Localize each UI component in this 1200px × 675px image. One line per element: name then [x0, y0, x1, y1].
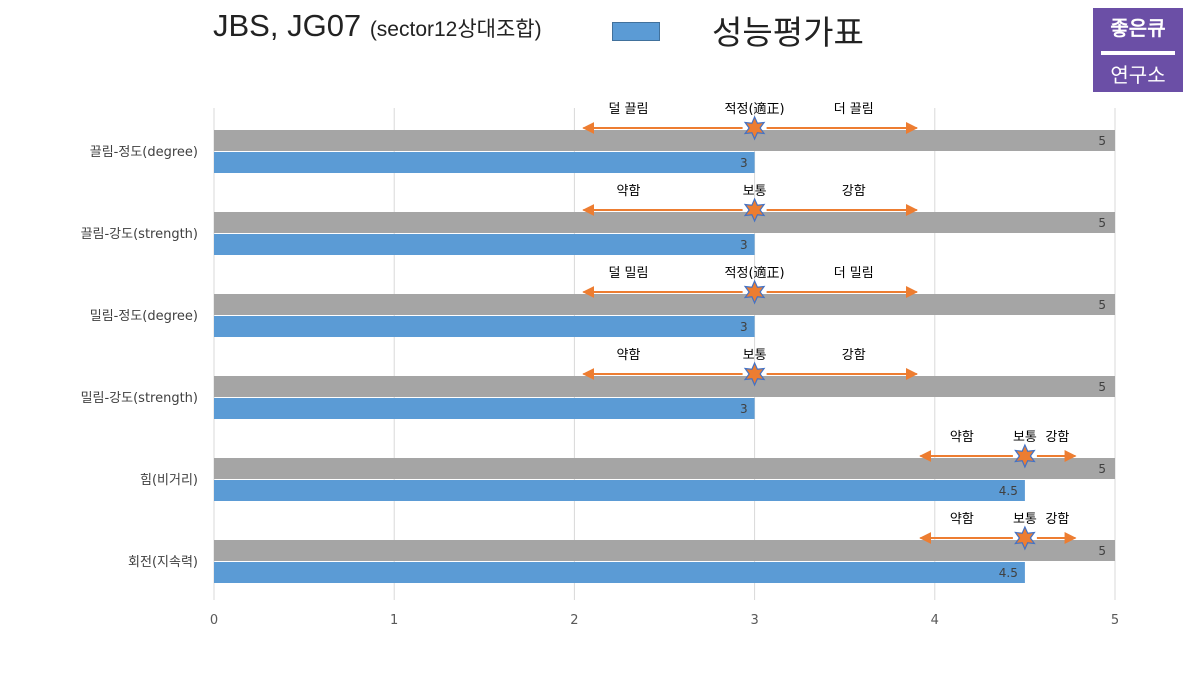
annotation-mid: 보통 [1013, 430, 1037, 445]
x-tick-label: 2 [570, 613, 578, 628]
logo-divider [1101, 51, 1175, 55]
annotation-mid: 적정(適正) [725, 101, 785, 117]
annotation-low: 약함 [616, 348, 640, 363]
title-subtitle: (sector12상대조합) [369, 18, 542, 41]
category-label: 끌림-강도(strength) [81, 227, 198, 242]
value-bar-label: 3 [740, 402, 748, 416]
annotation-high: 강함 [842, 184, 866, 199]
max-bar-label: 5 [1098, 134, 1106, 148]
annotation-low: 약함 [950, 430, 974, 445]
value-bar [214, 562, 1025, 583]
value-bar-label: 3 [740, 156, 748, 170]
x-tick-label: 3 [750, 613, 758, 628]
chart-header: JBS, JG07 (sector12상대조합) 성능평가표 좋은큐 연구소 [0, 0, 1200, 92]
value-bar [214, 152, 755, 173]
max-bar-label: 5 [1098, 380, 1106, 394]
marker-star [1014, 443, 1036, 469]
annotation-mid: 적정(適正) [725, 265, 785, 281]
category-label: 회전(지속력) [128, 555, 198, 570]
max-bar-label: 5 [1098, 298, 1106, 312]
title-text: JBS, JG07 [213, 8, 362, 43]
logo: 좋은큐 연구소 [1093, 8, 1183, 92]
annotation-low: 약함 [616, 184, 640, 199]
logo-text-bottom: 연구소 [1110, 63, 1166, 87]
max-bar-label: 5 [1098, 462, 1106, 476]
annotation-high: 더 끌림 [834, 102, 874, 117]
value-bar-label: 3 [740, 320, 748, 334]
annotation-high: 더 밀림 [834, 266, 874, 281]
x-tick-label: 5 [1111, 613, 1119, 628]
category-label: 힘(비거리) [140, 473, 198, 488]
marker-star [1014, 525, 1036, 551]
value-bar [214, 316, 755, 337]
annotation-high: 강함 [1045, 512, 1069, 527]
annotation-low: 덜 밀림 [608, 266, 648, 281]
x-tick-label: 0 [210, 613, 218, 628]
category-label: 밀림-강도(strength) [81, 391, 198, 406]
marker-star [743, 197, 766, 223]
max-bar-label: 5 [1098, 544, 1106, 558]
legend-swatch [612, 22, 660, 41]
annotation-high: 강함 [1045, 430, 1069, 445]
max-bar-label: 5 [1098, 216, 1106, 230]
x-tick-label: 1 [390, 613, 398, 628]
value-bar [214, 234, 755, 255]
x-tick-label: 4 [931, 613, 939, 628]
annotation-mid: 보통 [743, 184, 767, 199]
bars: 5 3 5 3 5 3 5 3 5 4.5 5 4.5 [214, 130, 1115, 583]
logo-text-top: 좋은큐 [1110, 16, 1166, 40]
marker-star [743, 361, 766, 387]
max-bar [214, 376, 1115, 397]
max-bar [214, 458, 1115, 479]
marker-star [743, 279, 766, 305]
value-bar-label: 4.5 [999, 484, 1018, 498]
chart-title: JBS, JG07 (sector12상대조합) [213, 8, 542, 44]
max-bar [214, 540, 1115, 561]
max-bar [214, 212, 1115, 233]
value-bar [214, 480, 1025, 501]
max-bar [214, 294, 1115, 315]
category-label: 밀림-정도(degree) [90, 309, 198, 324]
marker-star [743, 115, 766, 141]
value-bar-label: 4.5 [999, 566, 1018, 580]
gridlines [213, 108, 1116, 600]
axes: 0 1 2 3 4 5 끌림-정도(degree) 끌림-강도(strength) 밀림-정도(… [81, 145, 1120, 628]
value-bar-label: 3 [740, 238, 748, 252]
annotation-low: 덜 끌림 [608, 102, 648, 117]
annotation-mid: 보통 [743, 348, 767, 363]
annotation-high: 강함 [842, 348, 866, 363]
legend-label: 성능평가표 [712, 13, 864, 52]
annotation-low: 약함 [950, 512, 974, 527]
annotation-mid: 보통 [1013, 512, 1037, 527]
value-bar [214, 398, 755, 419]
max-bar [214, 130, 1115, 151]
category-label: 끌림-정도(degree) [90, 145, 198, 160]
